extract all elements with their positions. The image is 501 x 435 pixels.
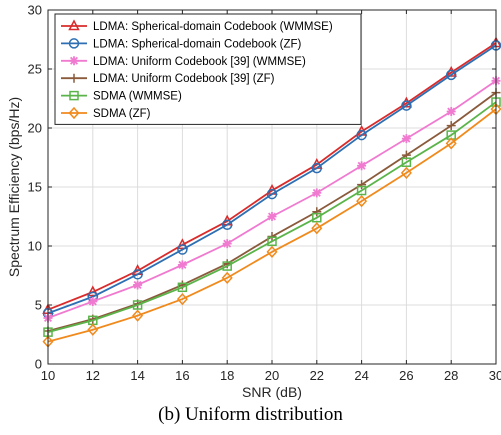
x-axis-label: SNR (dB)	[242, 384, 302, 400]
data-point	[445, 65, 457, 77]
y-tick-label: 5	[35, 298, 42, 313]
legend-label: LDMA: Spherical-domain Codebook (WMMSE)	[93, 21, 333, 33]
data-point	[132, 309, 144, 322]
legend-marker	[68, 106, 80, 120]
legend-label: LDMA: Uniform Codebook [39] (WMMSE)	[93, 56, 306, 68]
x-tick-label: 18	[220, 368, 234, 383]
data-point	[267, 212, 277, 221]
data-point	[87, 323, 99, 336]
data-point	[357, 161, 367, 171]
legend-label: SDMA (WMMSE)	[93, 91, 182, 103]
y-tick-label: 20	[28, 121, 42, 136]
legend-marker	[69, 73, 79, 83]
y-tick-label: 15	[28, 180, 42, 195]
data-point	[88, 296, 98, 306]
series-line	[47, 101, 497, 334]
data-point	[312, 212, 322, 223]
series-6	[42, 102, 501, 348]
data-point	[445, 69, 457, 81]
data-point	[357, 180, 367, 190]
data-point	[221, 271, 233, 284]
data-point	[266, 245, 278, 259]
data-point	[356, 129, 367, 141]
data-point	[177, 260, 187, 270]
legend-entry: LDMA: Uniform Codebook [39] (WMMSE)	[61, 56, 306, 68]
data-point	[176, 292, 188, 306]
series-line	[47, 108, 497, 343]
series-line	[47, 44, 497, 315]
data-point	[267, 236, 277, 247]
legend-marker	[69, 90, 79, 101]
data-point	[401, 134, 411, 144]
data-point	[132, 300, 143, 310]
data-point	[312, 188, 322, 198]
data-point	[400, 96, 413, 108]
data-point	[266, 188, 278, 200]
legend-entry: LDMA: Spherical-domain Codebook (ZF)	[61, 38, 302, 50]
legend-label: LDMA: Spherical-domain Codebook (ZF)	[93, 38, 302, 50]
y-tick-label: 25	[28, 62, 42, 77]
data-point	[446, 121, 456, 131]
y-axis-label: Spectrum Efficiency (bps/Hz)	[6, 97, 22, 277]
x-tick-label: 16	[175, 368, 189, 383]
figure-caption: (b) Uniform distribution	[158, 404, 343, 425]
legend-entry: SDMA (WMMSE)	[61, 91, 182, 103]
legend-marker	[68, 19, 80, 31]
legend-entry: LDMA: Uniform Codebook [39] (ZF)	[61, 73, 275, 85]
data-point	[222, 261, 232, 271]
series-lines	[42, 36, 501, 348]
data-point	[311, 162, 323, 174]
legend: LDMA: Spherical-domain Codebook (WMMSE) L…	[54, 13, 362, 125]
data-point	[133, 280, 143, 290]
axis-ticks: 10 12 14 16 18 20 22 24 26 28 30 0 5 10 15 20 25 30	[28, 3, 501, 384]
data-point	[177, 282, 188, 293]
x-tick-label: 14	[130, 368, 144, 383]
data-point	[311, 222, 323, 235]
data-point	[401, 157, 412, 167]
legend-entry: LDMA: Spherical-domain Codebook (WMMSE)	[61, 19, 333, 33]
y-tick-label: 0	[35, 357, 42, 372]
legend-entry: SDMA (ZF)	[61, 106, 151, 120]
legend-label: LDMA: Uniform Codebook [39] (ZF)	[93, 73, 275, 85]
x-tick-label: 30	[489, 368, 501, 383]
x-tick-label: 26	[399, 368, 413, 383]
legend-label: SDMA (ZF)	[93, 108, 151, 120]
legend-marker	[69, 56, 79, 66]
data-point	[221, 219, 233, 231]
x-tick-label: 22	[310, 368, 324, 383]
data-point	[87, 285, 99, 297]
x-tick-label: 10	[41, 368, 55, 383]
data-point	[177, 244, 188, 255]
axes-box	[47, 9, 497, 365]
y-tick-label: 30	[28, 3, 42, 18]
x-tick-label: 28	[444, 368, 458, 383]
x-tick-label: 24	[354, 368, 368, 383]
data-point	[356, 195, 368, 208]
legend-marker	[68, 38, 80, 49]
y-tick-label: 10	[28, 239, 42, 254]
data-point	[446, 106, 456, 116]
data-point	[445, 137, 457, 150]
data-point	[401, 100, 412, 111]
data-point	[132, 269, 143, 280]
x-tick-label: 12	[86, 368, 100, 383]
data-point	[312, 207, 322, 217]
series-line	[47, 42, 497, 311]
x-tick-label: 20	[265, 368, 279, 383]
data-point	[222, 239, 232, 249]
data-point	[356, 185, 367, 196]
data-point	[400, 166, 412, 179]
series-2	[42, 40, 501, 319]
data-point	[176, 238, 189, 250]
legend-box	[54, 13, 362, 125]
